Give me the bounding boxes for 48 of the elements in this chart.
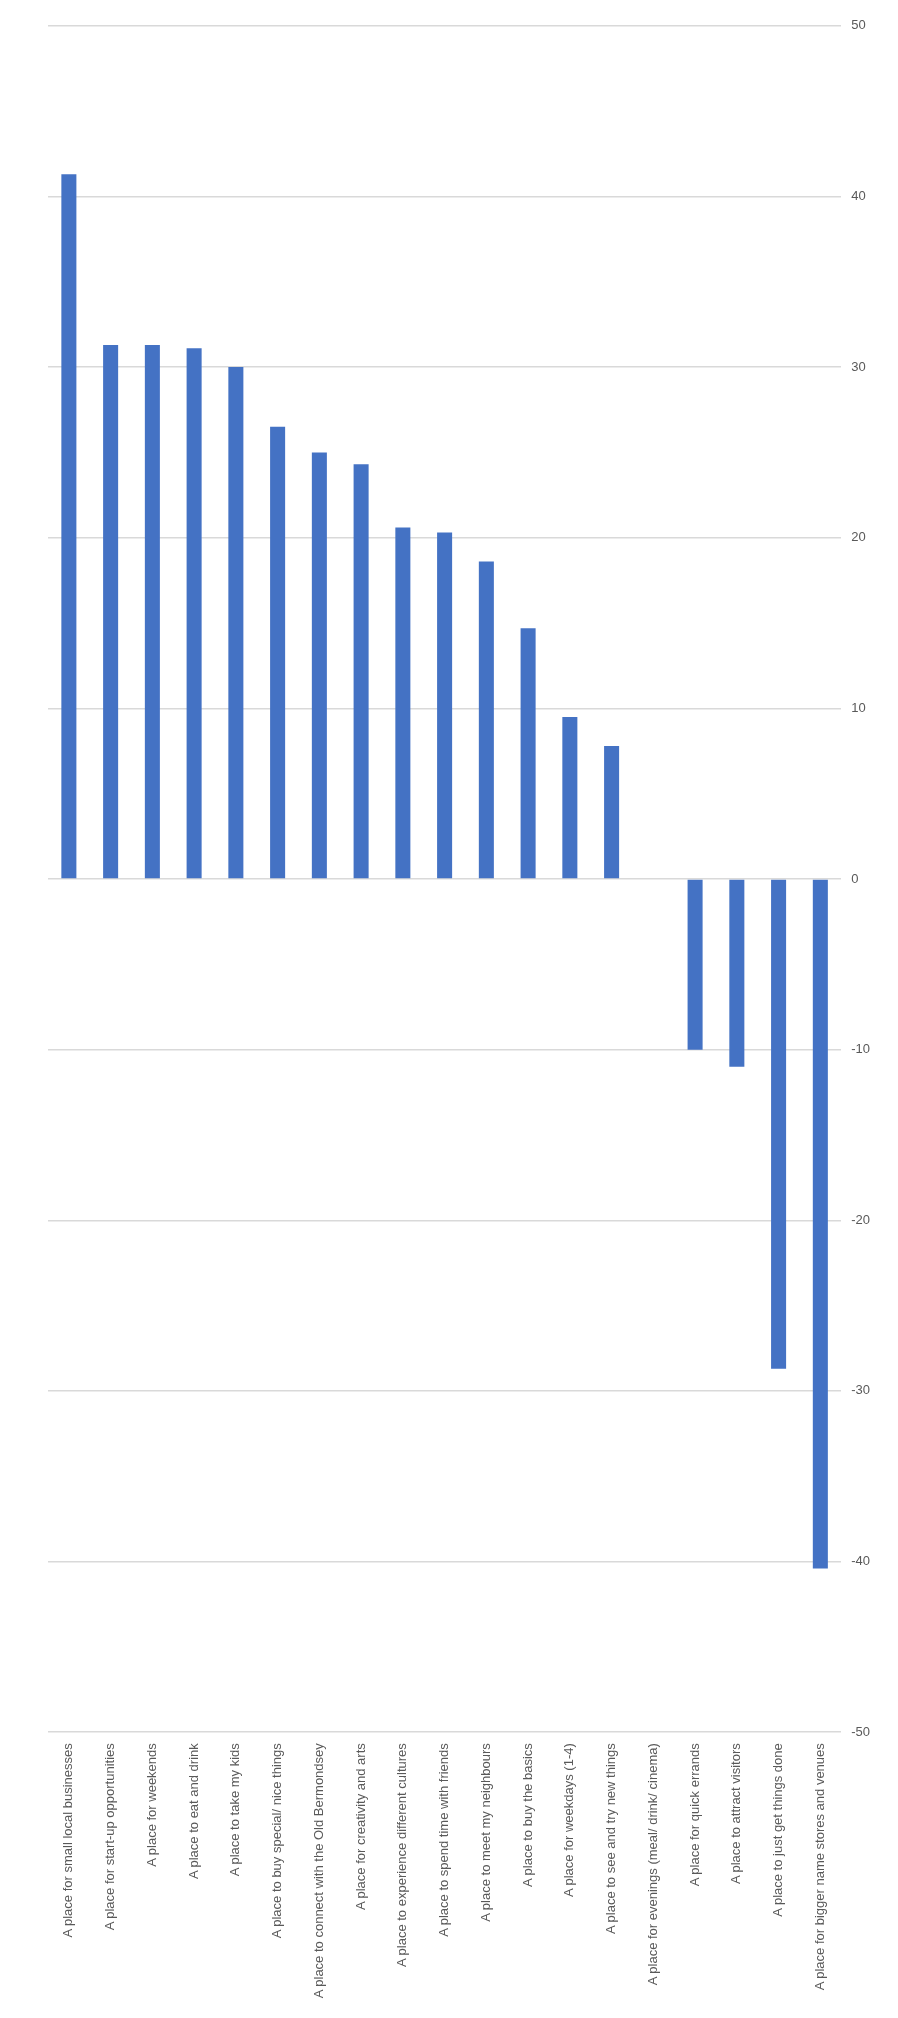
x-tick-label: A place to connect with the Old Bermondsey [310, 1742, 326, 1999]
y-tick-label: 10 [851, 699, 866, 715]
y-tick-label: 0 [851, 870, 859, 886]
x-tick-label: A place for quick errands [686, 1742, 702, 1887]
x-tick-label: A place for weekends [143, 1742, 159, 1867]
x-tick-label: A place to spend time with friends [436, 1742, 452, 1937]
y-tick-label: 30 [851, 358, 866, 374]
x-tick-label: A place to take my kids [227, 1742, 243, 1877]
x-tick-label: A place to see and try new things [603, 1742, 619, 1934]
bar [186, 348, 202, 879]
y-tick-label: 50 [851, 17, 866, 33]
x-tick-label: A place for small local businesses [60, 1742, 76, 1938]
bar [61, 174, 77, 879]
bar [771, 879, 787, 1369]
bar [144, 344, 160, 879]
y-tick-label: -40 [851, 1553, 871, 1569]
x-tick-label: A place for bigger name stores and venues [811, 1742, 827, 1991]
x-tick-label: A place for start-up opportunities [102, 1742, 118, 1931]
y-tick-label: -10 [851, 1041, 871, 1057]
bar [478, 561, 494, 879]
y-tick-label: 40 [851, 188, 866, 204]
x-tick-label: A place to experience different cultures [394, 1742, 410, 1967]
x-tick-label: A place to buy special/ nice things [269, 1742, 285, 1939]
bar [687, 879, 703, 1050]
y-tick-label: -50 [851, 1723, 871, 1739]
y-tick-label: -20 [851, 1211, 871, 1227]
bar [812, 879, 828, 1569]
x-tick-label: A place to buy the basics [519, 1742, 535, 1888]
bar [103, 344, 119, 879]
x-tick-label: A place for creativity and arts [352, 1742, 368, 1911]
bar [520, 628, 536, 879]
y-tick-label: 20 [851, 529, 866, 545]
bar [437, 532, 453, 879]
bar [353, 464, 369, 879]
x-tick-label: A place for evenings (meal/ drink/ cinema) [644, 1743, 660, 1986]
bar [311, 452, 327, 879]
x-tick-label: A place to eat and drink [185, 1742, 201, 1880]
bar [395, 527, 411, 879]
x-tick-label: A place to attract visitors [728, 1742, 744, 1885]
y-tick-label: -30 [851, 1382, 871, 1398]
bar [270, 426, 286, 879]
x-tick-label: A place to just get things done [770, 1743, 786, 1917]
bar [729, 879, 745, 1067]
x-tick-label: A place for weekdays (1-4) [561, 1743, 577, 1898]
bar [562, 716, 578, 879]
x-tick-label: A place to meet my neighbours [477, 1742, 493, 1922]
bar [604, 745, 620, 879]
bar [228, 367, 244, 879]
